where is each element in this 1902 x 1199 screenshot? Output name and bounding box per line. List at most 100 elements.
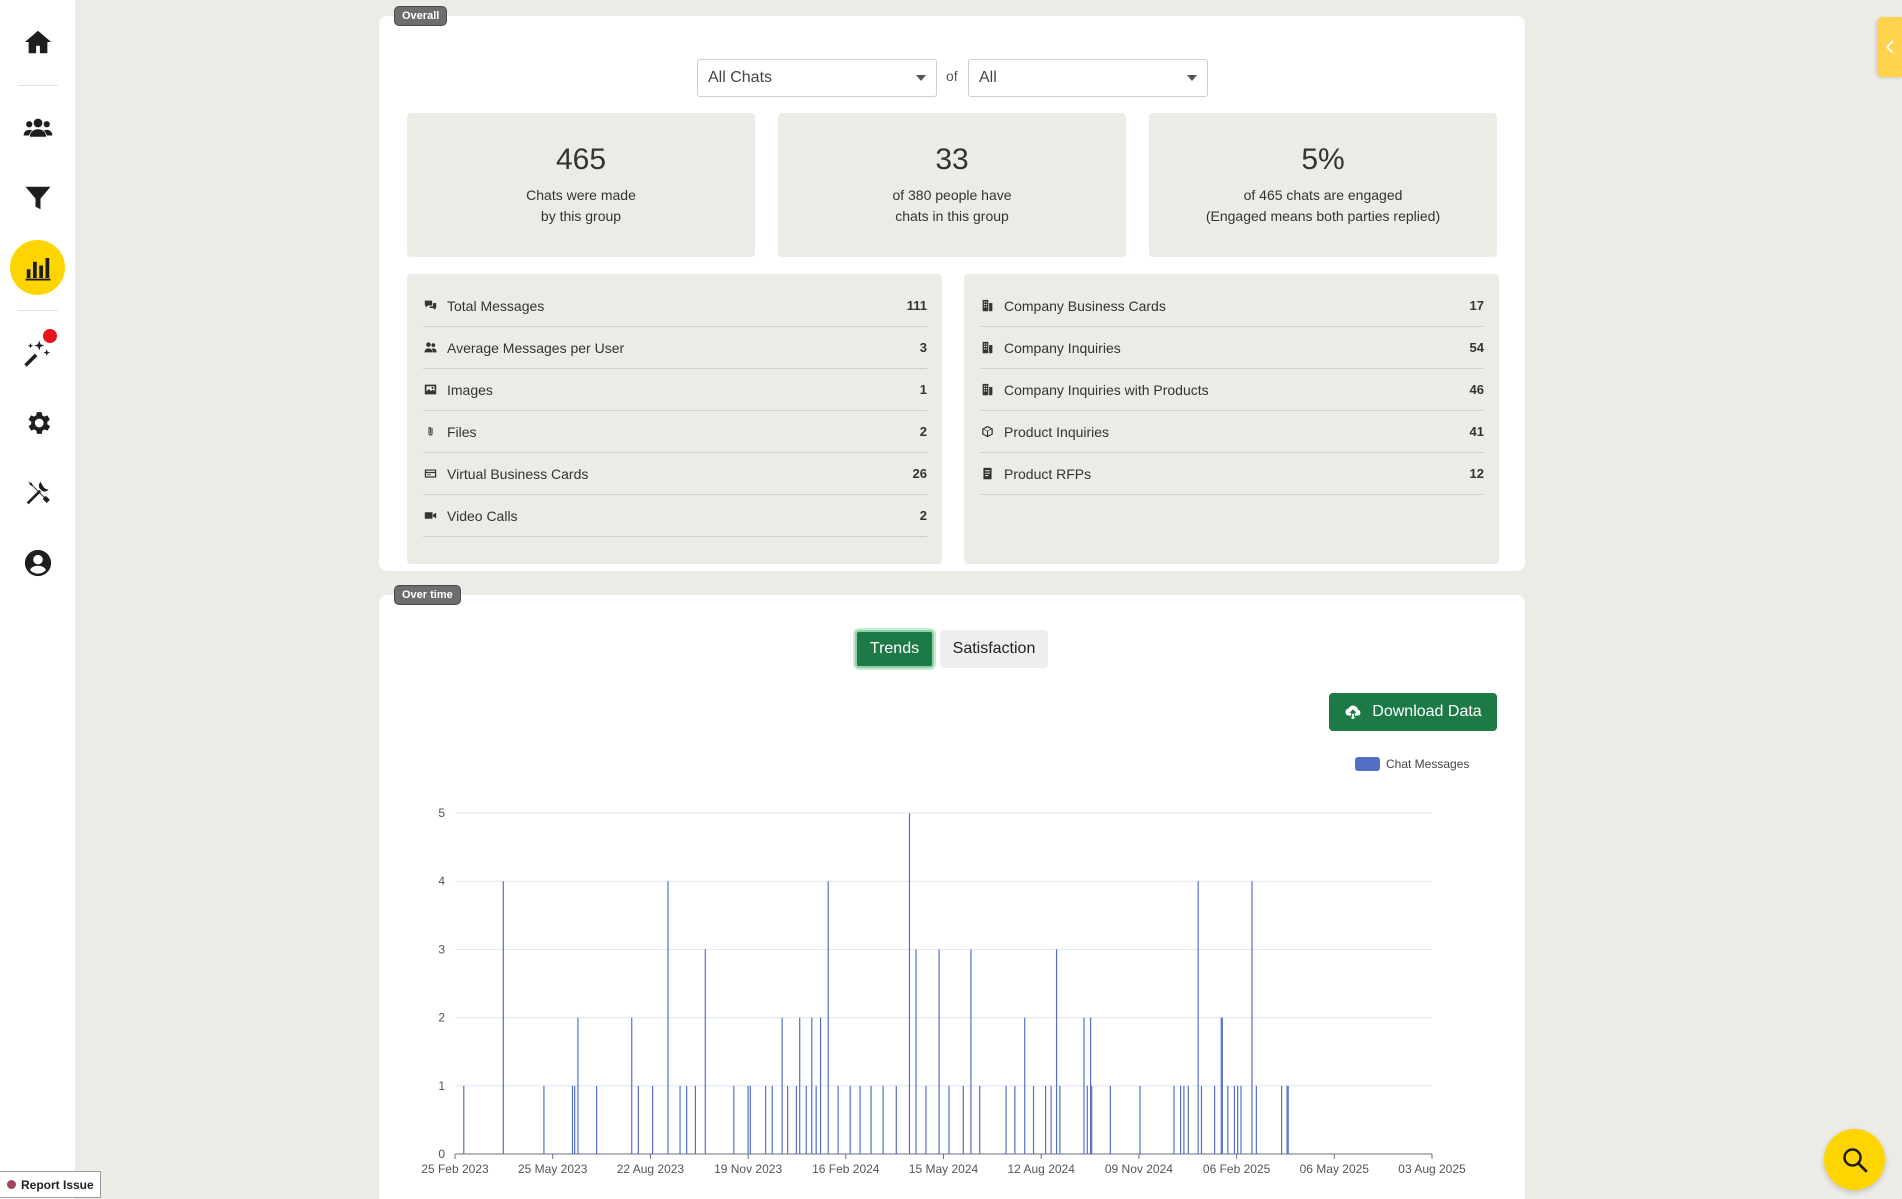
y-tick-label: 0 <box>438 1147 445 1161</box>
gear-icon <box>28 411 50 434</box>
list-item: Virtual Business Cards 26 <box>423 453 927 495</box>
nav-separator <box>18 85 58 86</box>
y-tick-label: 5 <box>438 806 445 820</box>
nav-analytics[interactable] <box>10 240 65 295</box>
nav-filter[interactable] <box>10 170 65 225</box>
list-item: Company Inquiries 54 <box>980 327 1484 369</box>
tab-trends[interactable]: Trends <box>855 630 934 668</box>
list-item: Company Business Cards 17 <box>980 285 1484 327</box>
list-label: Video Calls <box>447 507 518 524</box>
list-value: 2 <box>919 508 927 523</box>
side-panel-toggle[interactable] <box>1877 17 1902 77</box>
stat-card-people: 33 of 380 people have chats in this group <box>778 113 1126 257</box>
x-tick-label: 16 Feb 2024 <box>812 1162 880 1176</box>
list-value: 12 <box>1469 466 1484 481</box>
chat-type-value: All Chats <box>708 69 773 86</box>
building-icon <box>982 383 992 396</box>
stat-line2: chats in this group <box>895 208 1009 224</box>
cube-icon <box>981 425 993 438</box>
document-icon <box>982 467 992 480</box>
card-icon <box>424 469 436 478</box>
x-tick-label: 19 Nov 2023 <box>714 1162 782 1176</box>
trends-chart: 0 1 2 3 4 5 25 Feb 2023 25 May 2023 22 Aug 2023 1… <box>421 806 1466 1176</box>
list-item: Total Messages 111 <box>423 285 927 327</box>
list-label: Product RFPs <box>1004 465 1092 482</box>
chevron-down-icon <box>1187 75 1197 81</box>
stat-line1: of 465 chats are engaged <box>1243 187 1403 203</box>
y-tick-label: 1 <box>438 1079 445 1093</box>
users-icon <box>23 118 52 137</box>
stat-line2: (Engaged means both parties replied) <box>1205 208 1441 224</box>
list-label: Total Messages <box>447 297 545 314</box>
list-item: Files 2 <box>423 411 927 453</box>
users-icon <box>423 342 437 353</box>
stat-line1: of 380 people have <box>892 187 1012 203</box>
building-icon <box>982 299 992 312</box>
x-tick-label: 15 May 2024 <box>909 1162 979 1176</box>
list-label: Virtual Business Cards <box>447 465 589 482</box>
tab-satisfaction[interactable]: Satisfaction <box>940 630 1048 668</box>
list-label: Files <box>447 423 477 440</box>
x-tick-label: 03 Aug 2025 <box>1398 1162 1466 1176</box>
report-issue-label: Report Issue <box>21 1177 94 1192</box>
stat-card-chats: 465 Chats were made by this group <box>407 113 755 257</box>
stat-line2: by this group <box>540 208 622 224</box>
building-icon <box>982 341 992 354</box>
list-item: Average Messages per User 3 <box>423 327 927 369</box>
list-value: 41 <box>1469 424 1484 439</box>
y-tick-label: 3 <box>438 942 445 956</box>
list-item: Company Inquiries with Products 46 <box>980 369 1484 411</box>
list-value: 3 <box>919 340 927 355</box>
x-tick-label: 09 Nov 2024 <box>1105 1162 1173 1176</box>
download-data-button[interactable]: Download Data <box>1329 693 1497 731</box>
message-stats-list: Total Messages 111 Average Messages per … <box>407 274 942 564</box>
nav-home[interactable] <box>10 14 65 69</box>
chat-type-select[interactable]: All Chats <box>697 59 937 97</box>
nav-separator <box>18 310 58 311</box>
x-tick-label: 25 Feb 2023 <box>421 1162 489 1176</box>
search-button[interactable] <box>1824 1129 1885 1190</box>
sidebar <box>0 0 75 1199</box>
list-value: 111 <box>906 298 927 313</box>
list-label: Company Inquiries <box>1004 339 1121 356</box>
search-icon <box>1842 1147 1867 1172</box>
nav-users[interactable] <box>10 100 65 155</box>
list-label: Average Messages per User <box>447 339 625 356</box>
nav-settings[interactable] <box>10 395 65 450</box>
paperclip-icon <box>427 426 433 436</box>
list-item: Product RFPs 12 <box>980 453 1484 495</box>
chart-legend[interactable]: Chat Messages <box>1355 757 1469 771</box>
nav-tools[interactable] <box>10 465 65 520</box>
report-issue-button[interactable]: Report Issue <box>0 1171 101 1198</box>
y-tick-label: 2 <box>438 1011 445 1025</box>
group-select[interactable]: All <box>968 59 1208 97</box>
download-data-label: Download Data <box>1372 703 1482 720</box>
of-label: of <box>946 68 958 84</box>
video-icon <box>424 512 436 519</box>
group-value: All <box>979 69 997 86</box>
list-value: 2 <box>919 424 927 439</box>
image-icon <box>424 384 436 395</box>
list-value: 54 <box>1469 340 1484 355</box>
nav-account[interactable] <box>10 535 65 590</box>
list-label: Product Inquiries <box>1004 423 1110 440</box>
x-tick-label: 22 Aug 2023 <box>617 1162 685 1176</box>
list-label: Company Business Cards <box>1004 297 1166 314</box>
comments-icon <box>424 300 436 310</box>
stat-value: 465 <box>555 143 607 176</box>
overall-badge: Overall <box>394 6 448 26</box>
list-value: 46 <box>1469 382 1484 397</box>
list-value: 26 <box>912 466 927 481</box>
legend-swatch <box>1355 757 1380 771</box>
stat-line1: Chats were made <box>526 187 636 203</box>
y-tick-label: 4 <box>438 874 445 888</box>
nav-magic[interactable] <box>10 325 65 380</box>
stat-value: 5% <box>1301 143 1345 176</box>
filter-icon <box>25 186 50 209</box>
list-value: 1 <box>919 382 927 397</box>
overall-panel: All Chats of All 465 Chats were made by t… <box>379 16 1525 571</box>
x-tick-label: 06 Feb 2025 <box>1203 1162 1271 1176</box>
x-tick-label: 12 Aug 2024 <box>1007 1162 1075 1176</box>
list-item: Product Inquiries 41 <box>980 411 1484 453</box>
list-item: Images 1 <box>423 369 927 411</box>
